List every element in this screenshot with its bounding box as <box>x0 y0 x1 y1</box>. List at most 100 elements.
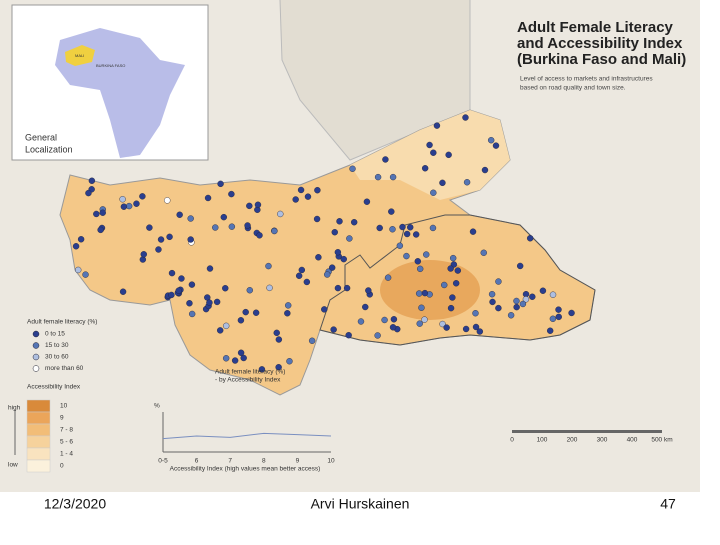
legend-swatch <box>26 399 51 413</box>
map-dot <box>481 166 489 174</box>
map-dot <box>418 304 425 311</box>
map-dot <box>513 303 520 311</box>
x-tick-label: 0-5 <box>158 458 168 465</box>
inset-highlight <box>65 45 95 66</box>
legend-swatch <box>26 423 51 437</box>
map-dot <box>429 224 437 232</box>
map-dot <box>125 202 133 210</box>
legend-high: high <box>8 405 21 412</box>
map-dot <box>168 291 175 299</box>
map-dot <box>472 310 479 317</box>
map-dot <box>526 235 534 242</box>
scale-label: 500 km <box>651 437 672 444</box>
map-dot <box>362 303 369 311</box>
map-dot <box>389 324 397 331</box>
scale-label: 200 <box>567 437 578 444</box>
map-dot <box>489 298 496 306</box>
map-dot <box>336 218 343 225</box>
map-dot <box>168 269 176 277</box>
map-dot <box>469 228 477 235</box>
scale-bar <box>512 430 662 433</box>
x-tick-label: 10 <box>327 458 335 465</box>
map-dot <box>426 141 433 149</box>
map-dot <box>488 291 496 298</box>
map-dot <box>242 308 249 316</box>
x-axis-label: Accessibility Index (high values mean be… <box>170 466 321 473</box>
map-dot <box>441 281 448 289</box>
map-dot <box>365 287 372 294</box>
map-dot <box>186 300 193 307</box>
scale-label: 100 <box>537 437 548 444</box>
map-dot <box>119 288 127 295</box>
map-dot <box>443 324 450 331</box>
map-dot <box>265 262 272 270</box>
map-dot <box>390 316 398 323</box>
map-dot <box>324 271 331 278</box>
map-dot <box>423 251 430 258</box>
footer-date: 12/3/2020 <box>44 496 106 512</box>
legend-swatch <box>26 447 51 461</box>
map-dot <box>480 249 487 256</box>
chart-subtitle: - by Accessibility Index <box>215 377 281 384</box>
inset-label: General <box>25 132 57 142</box>
map-dot <box>188 310 196 318</box>
map-dot <box>357 318 365 325</box>
map-dot <box>258 366 266 373</box>
map-dot <box>228 223 236 230</box>
map-dot <box>85 189 92 197</box>
map-dot <box>522 296 530 303</box>
map-dot <box>328 264 336 271</box>
map-dot <box>119 196 126 203</box>
map-dot <box>447 265 454 272</box>
map-dot <box>139 193 146 200</box>
inset-country: MALI <box>75 53 84 58</box>
map-dot <box>334 249 342 256</box>
line <box>162 432 332 440</box>
map-dot <box>412 231 420 238</box>
map-dot <box>313 215 321 223</box>
footer-author: Arvi Hurskainen <box>311 496 410 512</box>
legend-swatch <box>32 330 40 338</box>
map-dot <box>222 322 230 330</box>
legend-label: 10 <box>60 403 68 410</box>
map-dot <box>349 165 356 172</box>
map-dot <box>271 227 278 235</box>
map-dot <box>298 266 306 274</box>
map-dot <box>416 265 424 273</box>
map-dot <box>256 232 263 239</box>
map-dot <box>292 196 299 203</box>
map-dot <box>382 156 389 163</box>
map-dot <box>220 213 228 221</box>
map-dot <box>217 180 224 188</box>
inset-label: Localization <box>25 144 73 154</box>
map-dot <box>363 198 371 205</box>
map-dot <box>314 186 321 194</box>
map-dot <box>472 323 480 331</box>
map-dot <box>334 284 342 292</box>
high-access-zone <box>380 260 480 320</box>
map-dot <box>315 254 322 261</box>
map-dot <box>252 309 260 316</box>
chart-title: Adult female literacy (%) <box>215 369 285 376</box>
legend-label: 9 <box>60 415 64 422</box>
map-dot <box>430 189 437 196</box>
map-dot <box>228 190 235 198</box>
map-dot <box>513 297 520 305</box>
x-tick-label: 9 <box>296 458 300 465</box>
map-dot <box>275 336 283 343</box>
legend-label: 15 to 30 <box>45 342 69 349</box>
map-dot <box>146 224 153 231</box>
map-dot <box>175 287 182 294</box>
map-dot <box>166 233 173 241</box>
legend-swatch <box>32 353 40 361</box>
map-dot <box>266 284 273 292</box>
map-dot <box>381 316 388 324</box>
map-dot <box>120 203 128 210</box>
map-dot <box>206 265 214 272</box>
map-dot <box>463 179 471 186</box>
map-dot <box>237 317 245 324</box>
map-dot <box>374 173 382 181</box>
map-dot <box>492 142 500 149</box>
map-dot <box>449 294 456 301</box>
